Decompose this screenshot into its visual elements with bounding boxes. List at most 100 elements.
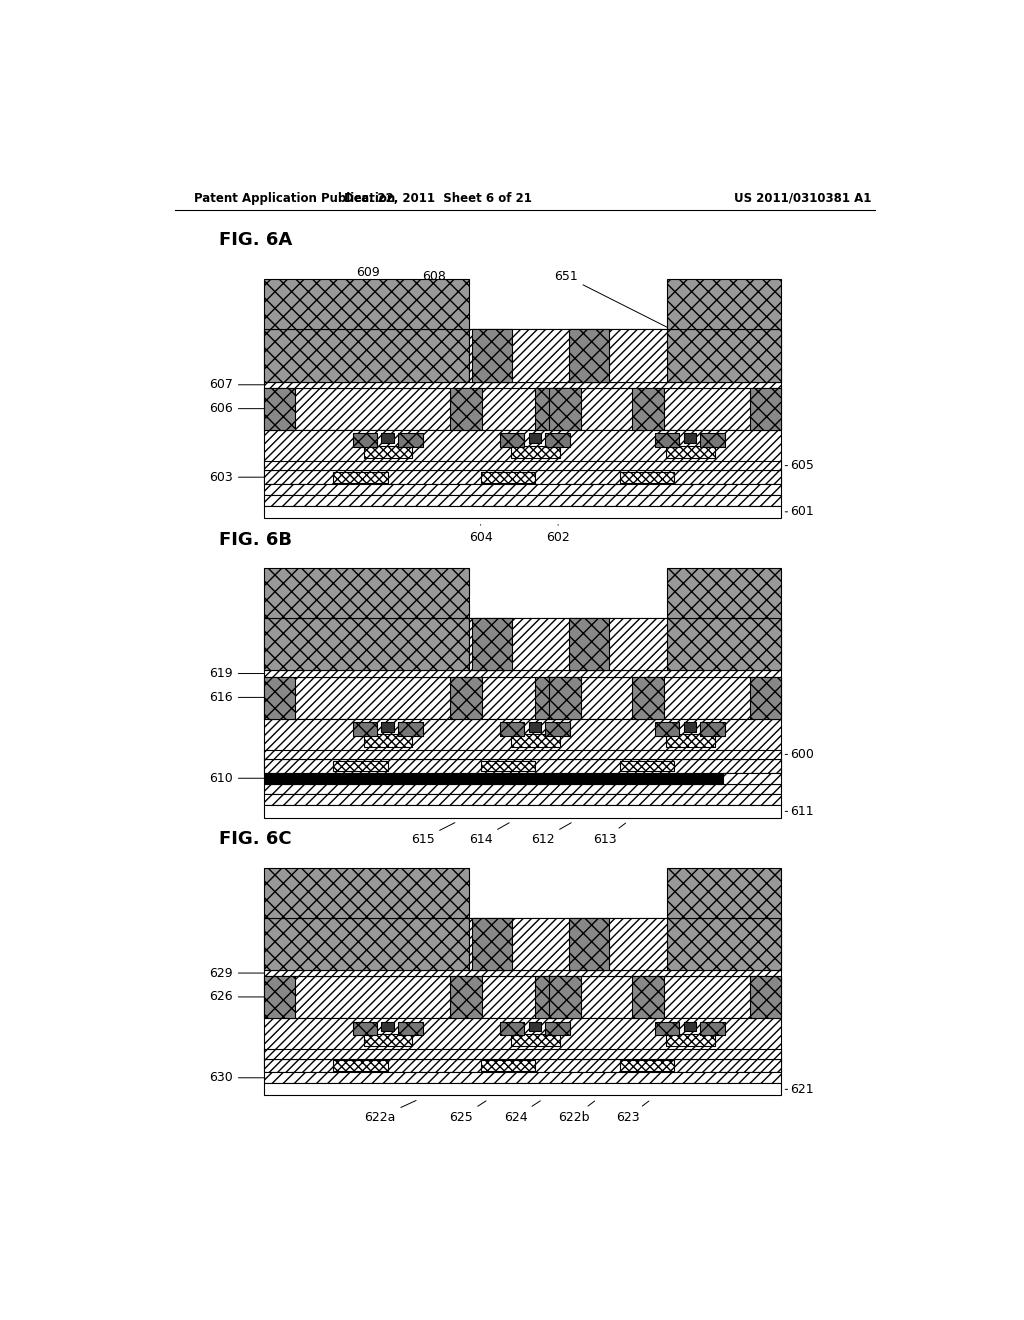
Bar (263, 867, 469, 917)
Bar (621, 760, 675, 771)
Bar (472, 330, 512, 381)
Bar (263, 388, 781, 430)
Text: 609: 609 (336, 265, 380, 301)
Bar (263, 280, 469, 329)
Bar (549, 388, 582, 430)
Bar (511, 734, 560, 747)
Bar (352, 1022, 377, 1035)
Text: 626: 626 (209, 990, 265, 1003)
Bar (469, 917, 667, 970)
Bar (381, 722, 394, 731)
Bar (263, 917, 469, 970)
Text: Dec. 22, 2011  Sheet 6 of 21: Dec. 22, 2011 Sheet 6 of 21 (344, 191, 531, 205)
Bar (528, 722, 541, 731)
Text: 607: 607 (209, 379, 265, 391)
Bar (364, 1034, 413, 1047)
Bar (263, 330, 469, 381)
Bar (535, 388, 567, 430)
Text: FIG. 6C: FIG. 6C (219, 830, 292, 849)
Bar (334, 760, 388, 771)
Bar (352, 722, 377, 737)
Text: 625: 625 (450, 1101, 486, 1123)
Bar (263, 388, 295, 430)
Bar (263, 430, 781, 484)
Text: Patent Application Publication: Patent Application Publication (194, 191, 395, 205)
Bar (263, 618, 781, 671)
Bar (666, 734, 715, 747)
Text: 621: 621 (785, 1082, 814, 1096)
Bar (263, 677, 295, 719)
Bar (334, 471, 388, 483)
Bar (263, 618, 469, 671)
Bar (469, 330, 667, 381)
Bar (398, 1022, 423, 1035)
Bar (263, 917, 781, 970)
Bar (263, 1059, 781, 1072)
Bar (549, 977, 582, 1019)
Text: 651: 651 (554, 269, 721, 354)
Bar (751, 388, 781, 430)
Bar (667, 280, 781, 329)
Bar (263, 484, 781, 495)
Bar (666, 1034, 715, 1047)
Bar (500, 433, 524, 447)
Bar (263, 330, 781, 381)
Bar (352, 433, 377, 447)
Bar (480, 471, 535, 483)
Bar (263, 568, 469, 618)
Bar (655, 433, 679, 447)
Text: 615: 615 (411, 822, 455, 846)
Bar (684, 1022, 696, 1031)
Bar (364, 734, 413, 747)
Text: 630: 630 (209, 1072, 265, 1084)
Bar (263, 795, 781, 805)
Bar (632, 977, 665, 1019)
Bar (263, 1072, 781, 1084)
Bar (535, 977, 567, 1019)
Bar (263, 671, 781, 677)
Bar (655, 722, 679, 737)
Bar (667, 568, 781, 618)
Bar (263, 977, 781, 1019)
Text: 600: 600 (785, 748, 814, 760)
Bar (667, 867, 781, 917)
Text: 622a: 622a (365, 1101, 416, 1123)
Text: 606: 606 (209, 403, 265, 416)
Bar (398, 433, 423, 447)
Bar (263, 805, 781, 817)
Text: 624: 624 (504, 1101, 541, 1123)
Bar (546, 433, 569, 447)
Bar (569, 917, 609, 970)
Text: 617: 617 (395, 627, 439, 643)
Bar (684, 433, 696, 444)
Bar (263, 1019, 781, 1072)
Text: 623: 623 (616, 1101, 649, 1123)
Bar (700, 722, 725, 737)
Text: US 2011/0310381 A1: US 2011/0310381 A1 (733, 191, 871, 205)
Bar (263, 1049, 781, 1059)
Bar (632, 677, 665, 719)
Bar (263, 677, 781, 719)
Bar (480, 1060, 535, 1071)
Text: 602: 602 (546, 524, 570, 544)
Text: 610: 610 (209, 772, 265, 785)
Text: 608: 608 (422, 269, 446, 352)
Text: 622b: 622b (558, 1101, 595, 1123)
Bar (263, 759, 781, 774)
Bar (528, 433, 541, 444)
Bar (450, 977, 482, 1019)
Text: 619: 619 (209, 667, 265, 680)
Bar (667, 618, 781, 671)
Bar (381, 433, 394, 444)
Text: 603: 603 (209, 471, 265, 483)
Bar (546, 1022, 569, 1035)
Bar (472, 618, 512, 671)
Bar (381, 1022, 394, 1031)
Bar (546, 722, 569, 737)
Bar (500, 1022, 524, 1035)
Bar (667, 330, 781, 381)
Text: 618: 618 (473, 627, 594, 644)
Bar (469, 330, 667, 381)
Bar (511, 1034, 560, 1047)
Bar (469, 618, 667, 671)
